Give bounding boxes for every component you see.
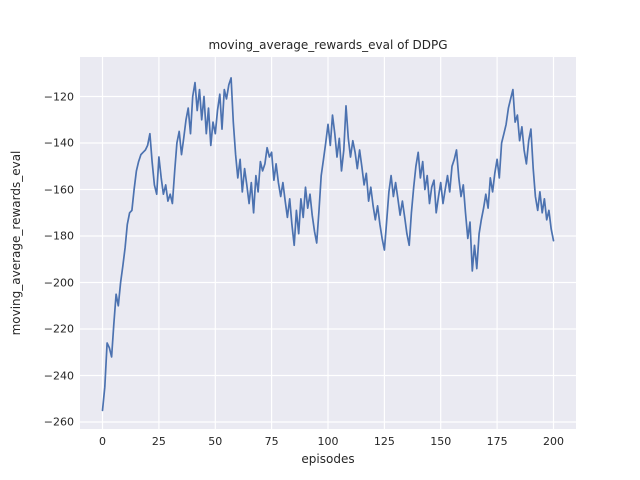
y-tick-label: −200 bbox=[43, 276, 74, 290]
y-tick-label: −180 bbox=[43, 229, 74, 243]
y-tick-label: −160 bbox=[43, 183, 74, 197]
x-axis-label: episodes bbox=[301, 452, 355, 466]
y-axis-label: moving_average_rewards_eval bbox=[9, 150, 23, 336]
y-tick-label: −240 bbox=[43, 369, 74, 383]
x-tick-label: 200 bbox=[542, 435, 564, 448]
y-tick-label: −220 bbox=[43, 322, 74, 336]
x-tick-label: 50 bbox=[208, 435, 223, 448]
x-tick-label: 25 bbox=[151, 435, 166, 448]
y-tick-label: −120 bbox=[43, 90, 74, 104]
x-tick-label: 75 bbox=[264, 435, 279, 448]
x-tick-label: 0 bbox=[99, 435, 107, 448]
x-tick-label: 125 bbox=[373, 435, 395, 448]
plot-area bbox=[80, 57, 576, 429]
x-tick-label: 150 bbox=[430, 435, 452, 448]
line-chart bbox=[80, 57, 576, 429]
y-tick-label: −260 bbox=[43, 415, 74, 429]
chart-title: moving_average_rewards_eval of DDPG bbox=[208, 38, 448, 52]
x-tick-label: 175 bbox=[486, 435, 508, 448]
y-tick-label: −140 bbox=[43, 136, 74, 150]
x-tick-label: 100 bbox=[317, 435, 339, 448]
series-line bbox=[101, 77, 555, 412]
